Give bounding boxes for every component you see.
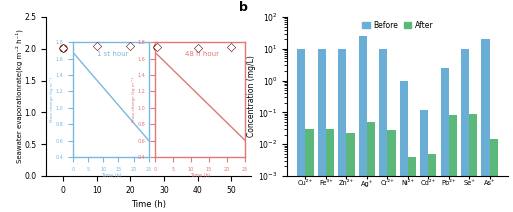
Point [227,46,235,49]
Bar [461,49,469,212]
Bar [306,129,313,212]
Bar [489,139,498,212]
Point [153,46,161,49]
Point [92,45,101,48]
Bar [441,68,449,212]
Point [193,46,202,50]
Legend: Before, After: Before, After [359,18,436,33]
Bar [367,122,375,212]
Bar [318,49,326,212]
Point [59,46,67,50]
Bar [482,39,489,212]
Bar [346,133,354,212]
Point [126,44,134,47]
Bar [469,114,478,212]
Point [193,46,202,50]
Bar [400,81,408,212]
Y-axis label: Concentration (mg/L): Concentration (mg/L) [247,56,255,137]
Point [227,46,235,49]
Point [59,46,67,50]
Bar [298,49,306,212]
Bar [420,110,428,212]
Y-axis label: Seawater evaporationrate(kg m⁻² h⁻¹): Seawater evaporationrate(kg m⁻² h⁻¹) [15,29,23,163]
X-axis label: Time (h): Time (h) [131,200,166,209]
Bar [387,130,396,212]
Bar [379,49,387,212]
Bar [449,115,457,212]
Bar [326,129,334,212]
Bar [428,154,437,212]
Text: b: b [239,1,248,14]
Bar [338,49,346,212]
Bar [359,36,367,212]
Point [126,44,134,47]
Point [153,46,161,49]
Point [92,45,101,48]
Bar [408,157,416,212]
